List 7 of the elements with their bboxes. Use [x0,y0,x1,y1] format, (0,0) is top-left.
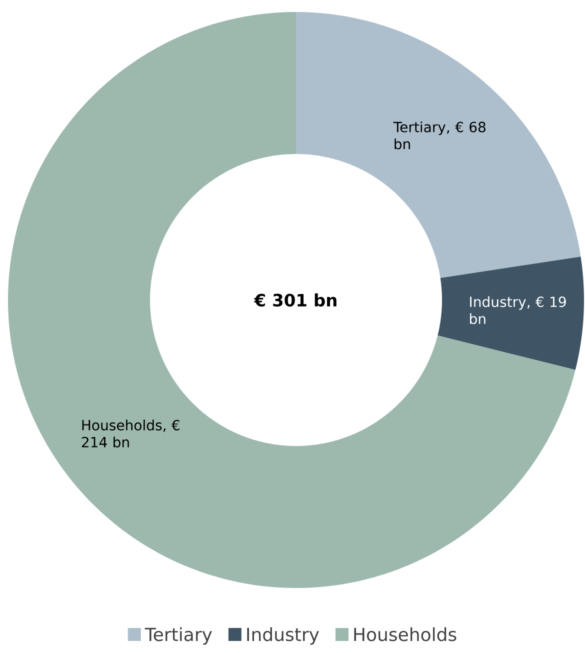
data-label: Industry, € 19 bn [470,296,566,324]
legend-label: Tertiary [144,627,212,645]
data-label: Tertiary, € 68 bn [393,121,486,150]
data-label: Households, € 214 bn [82,420,180,448]
text: € 301 bn [254,293,336,307]
legend-label: Industry [247,627,319,645]
legend-label: Households [354,627,456,642]
